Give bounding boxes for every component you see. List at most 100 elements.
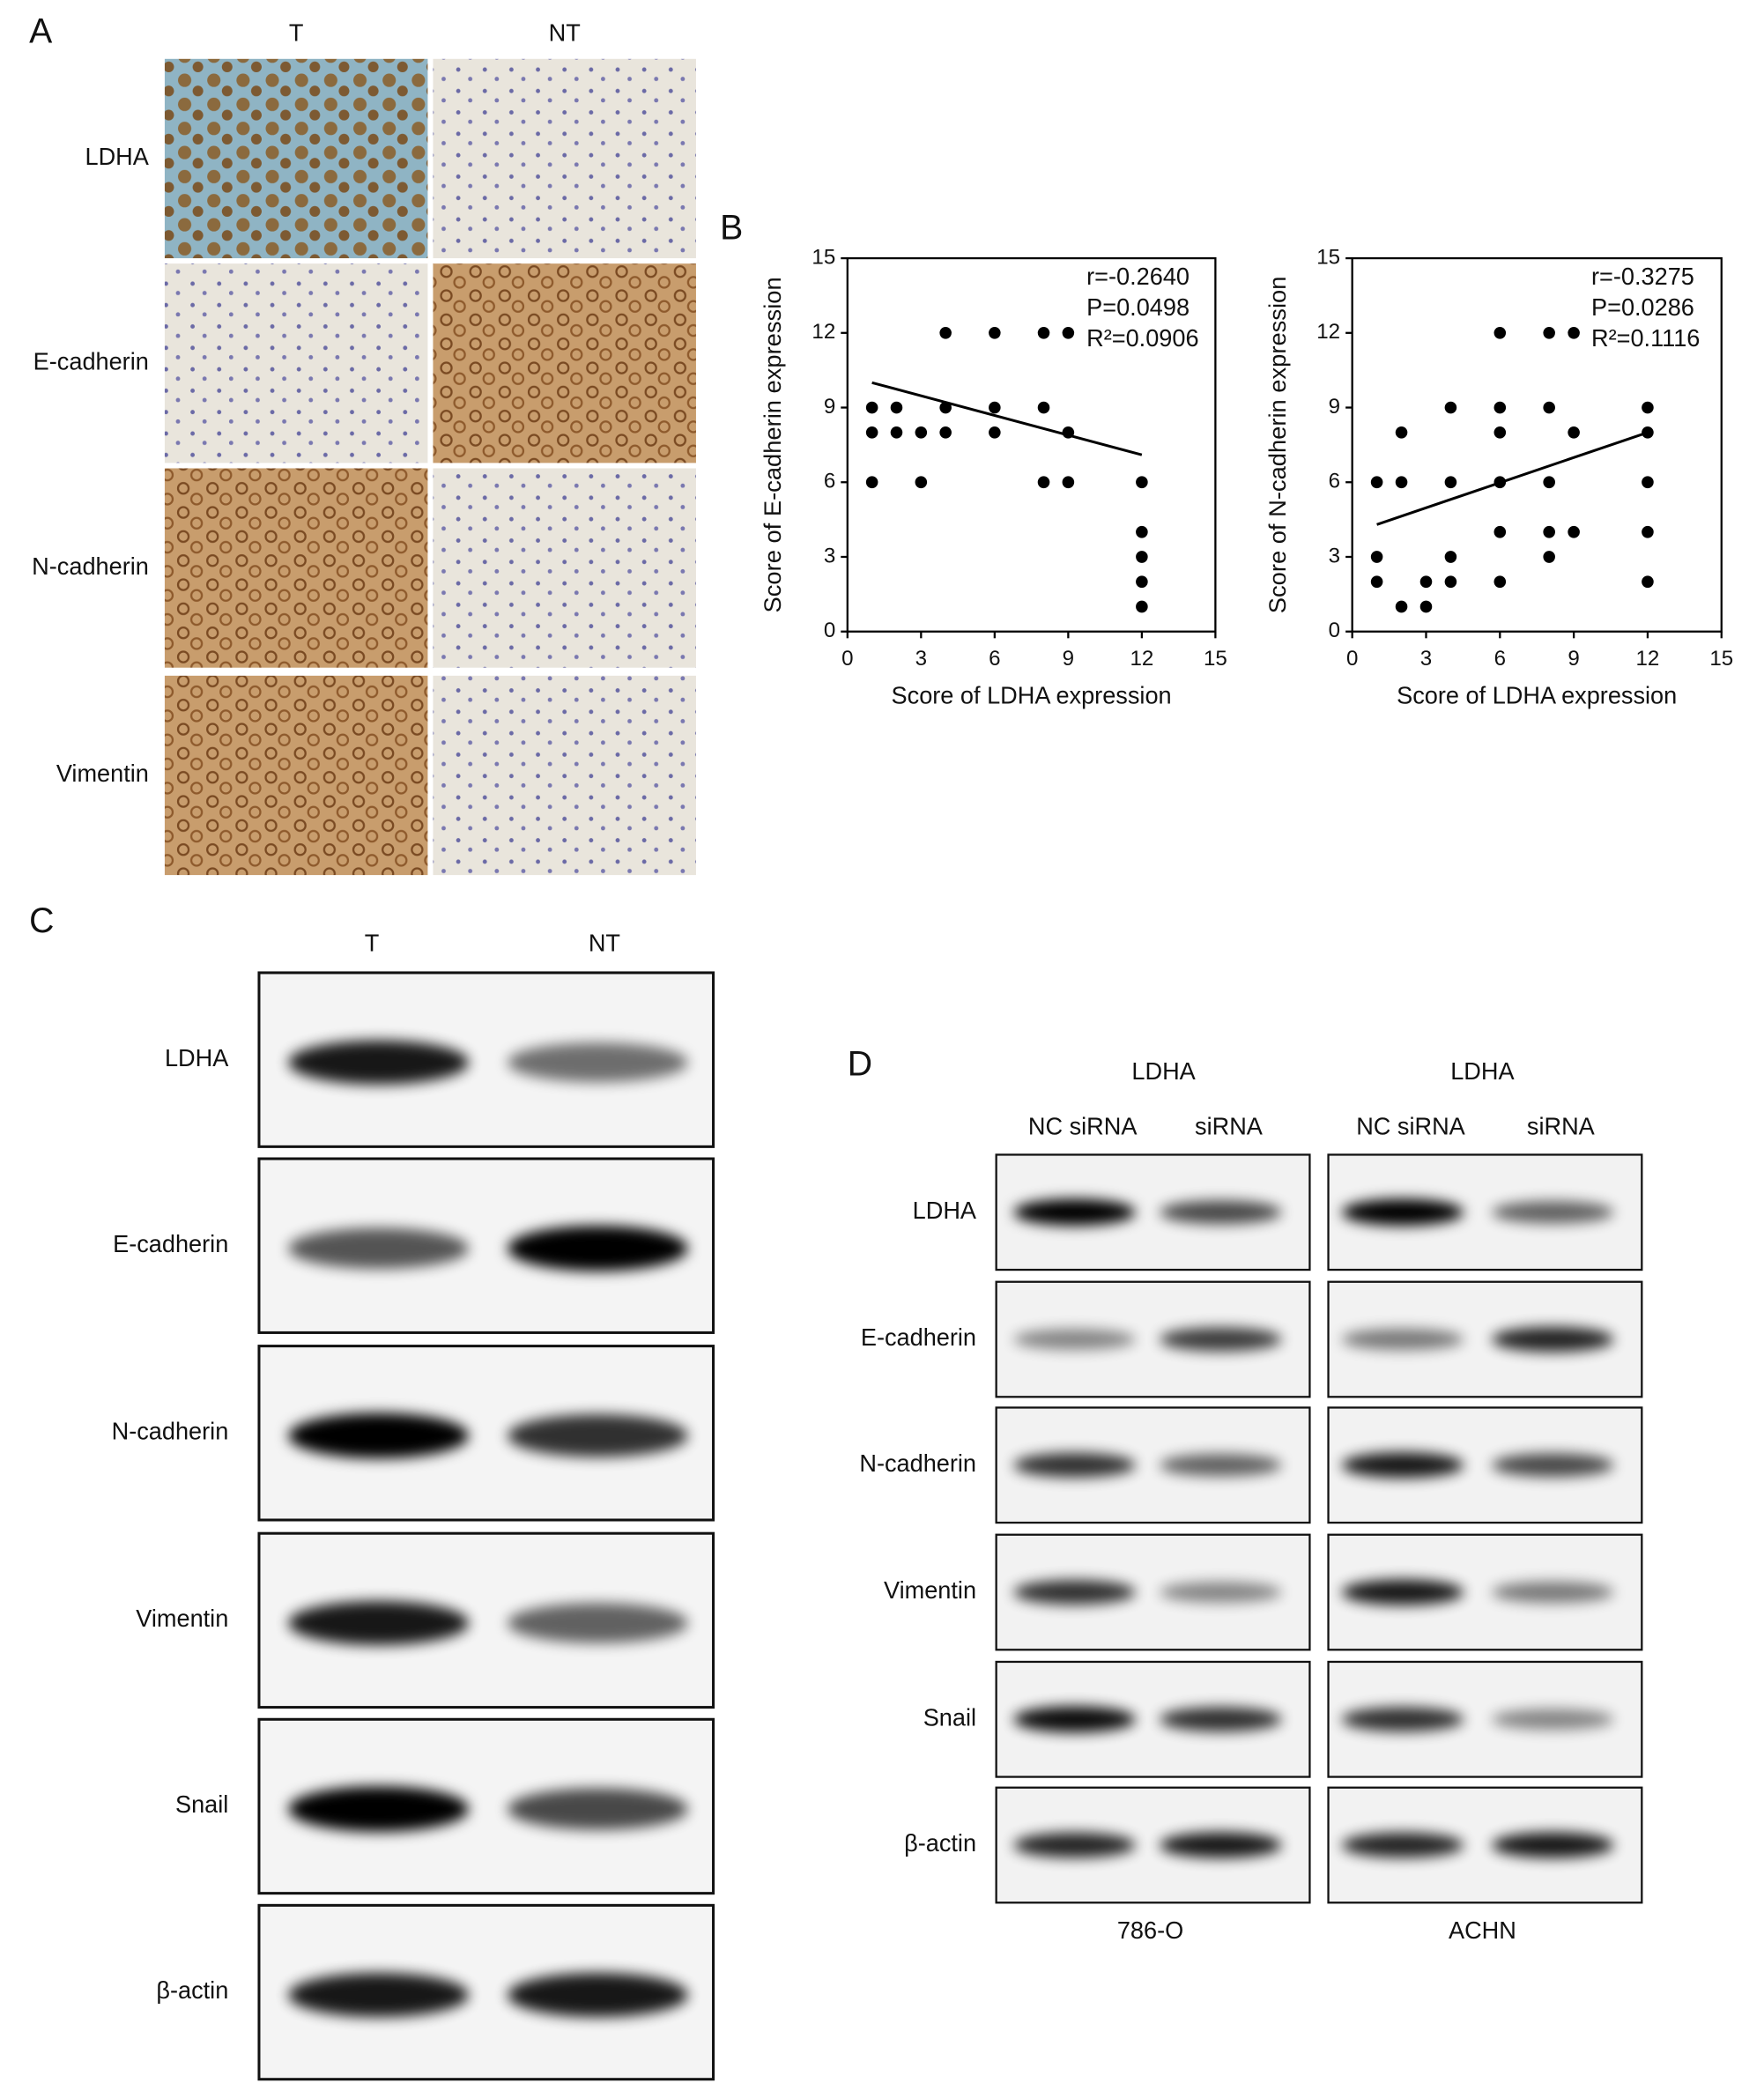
x-tick-label: 12 — [1130, 647, 1153, 671]
data-point — [1642, 401, 1654, 414]
data-point — [865, 401, 878, 414]
blot-band — [1013, 1329, 1136, 1350]
data-point — [915, 476, 928, 489]
ihc-image — [164, 263, 428, 463]
annotation: r=-0.3275 — [1591, 263, 1694, 290]
row-label: N-cadherin — [859, 1449, 976, 1477]
row-label: N-cadherin — [32, 552, 149, 580]
column-header: T — [289, 19, 304, 47]
data-point — [1136, 600, 1148, 613]
data-point — [1444, 551, 1457, 563]
data-point — [1642, 476, 1654, 489]
data-point — [1568, 426, 1580, 439]
x-tick-label: 15 — [1709, 647, 1733, 671]
blot-band — [1341, 1452, 1464, 1479]
data-point — [865, 426, 878, 439]
row-label: E-cadherin — [861, 1323, 976, 1351]
data-point — [1568, 326, 1580, 339]
blot-band — [1491, 1201, 1614, 1224]
y-tick-label: 15 — [1316, 245, 1340, 269]
blot-band — [1160, 1707, 1282, 1732]
trend-line — [1376, 431, 1649, 526]
blot-band — [1160, 1453, 1282, 1477]
ihc-image — [164, 675, 428, 876]
group-title: LDHA — [1131, 1057, 1196, 1085]
blot-band — [507, 1788, 688, 1830]
x-tick-label: 9 — [1568, 647, 1579, 671]
blot-band — [288, 1600, 470, 1645]
ihc-image — [164, 468, 428, 668]
blot-band — [1491, 1832, 1614, 1858]
data-point — [1543, 551, 1555, 563]
data-point — [939, 326, 952, 339]
row-label: Snail — [175, 1790, 228, 1818]
data-point — [939, 401, 952, 414]
annotation: P=0.0286 — [1591, 293, 1694, 321]
x-axis-title: Score of LDHA expression — [1397, 681, 1677, 708]
panel-label: A — [29, 11, 53, 50]
x-tick-label: 15 — [1204, 647, 1227, 671]
data-point — [1493, 426, 1507, 439]
x-tick-label: 0 — [1346, 647, 1358, 671]
data-point — [1493, 476, 1507, 489]
y-tick-label: 6 — [1329, 470, 1340, 493]
row-label: E-cadherin — [113, 1230, 228, 1257]
lane-label: siRNA — [1527, 1112, 1596, 1139]
blot-band — [288, 1412, 470, 1459]
row-label: β-actin — [904, 1829, 976, 1857]
data-point — [1370, 551, 1383, 563]
data-point — [1543, 476, 1555, 489]
data-point — [1543, 401, 1555, 414]
blot-band — [288, 1040, 470, 1085]
data-point — [939, 426, 952, 439]
lane-label: NC siRNA — [1356, 1112, 1465, 1139]
annotation: R²=0.1116 — [1591, 324, 1700, 352]
row-label: LDHA — [165, 1044, 229, 1071]
blot-band — [1160, 1200, 1282, 1225]
blot-band — [1013, 1452, 1136, 1478]
column-header: NT — [549, 19, 581, 47]
data-point — [1642, 575, 1654, 589]
y-tick-label: 9 — [1329, 395, 1340, 419]
blot-band — [1341, 1328, 1464, 1351]
blot-band — [507, 1603, 688, 1643]
column-header: T — [365, 929, 380, 956]
data-point — [1136, 476, 1148, 489]
data-point — [1062, 326, 1075, 339]
column-header: NT — [589, 929, 620, 956]
blot-band — [507, 1225, 688, 1271]
blot-band — [1491, 1709, 1614, 1731]
ihc-image — [433, 675, 696, 876]
blot-band — [507, 1042, 688, 1083]
blot-band — [507, 1973, 688, 2018]
data-point — [865, 476, 878, 489]
y-axis-title: Score of E-cadherin expression — [759, 277, 786, 612]
blot-band — [1160, 1582, 1282, 1603]
group-title: LDHA — [1450, 1057, 1515, 1085]
x-tick-label: 6 — [989, 647, 1000, 671]
x-tick-label: 3 — [915, 647, 927, 671]
y-axis-title: Score of N-cadherin expression — [1264, 277, 1291, 614]
data-point — [1493, 575, 1507, 589]
data-point — [1543, 525, 1555, 538]
row-label: Vimentin — [56, 760, 149, 787]
plot-frame — [846, 256, 1217, 633]
data-point — [1037, 476, 1050, 489]
row-label: β-actin — [156, 1976, 228, 2004]
row-label: Snail — [923, 1703, 976, 1731]
y-tick-label: 0 — [1329, 619, 1340, 642]
blot-band — [1013, 1706, 1136, 1733]
row-label: LDHA — [85, 143, 149, 170]
data-point — [890, 426, 903, 439]
data-point — [1493, 326, 1507, 339]
annotation: r=-0.2640 — [1086, 263, 1190, 290]
ihc-image — [433, 58, 696, 259]
blot-band — [1491, 1453, 1614, 1478]
x-tick-label: 6 — [1494, 647, 1506, 671]
blot-band — [1491, 1326, 1614, 1353]
data-point — [1444, 575, 1457, 589]
data-point — [1136, 575, 1148, 589]
data-point — [1419, 600, 1433, 613]
row-label: E-cadherin — [33, 347, 149, 374]
